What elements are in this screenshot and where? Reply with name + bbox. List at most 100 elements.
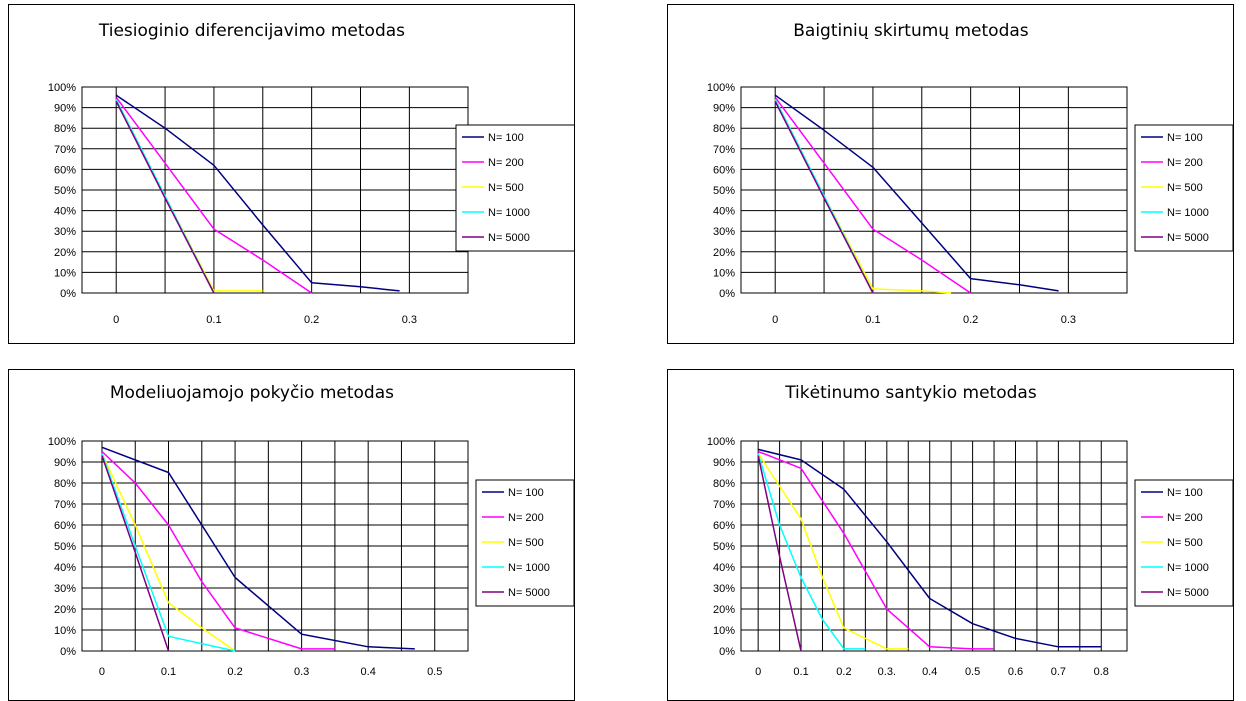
y-tick-label: 100% — [707, 436, 735, 448]
series-line-5 — [101, 455, 170, 652]
legend-label: N= 500 — [1167, 537, 1203, 549]
x-tick-label: 0.2 — [836, 666, 851, 678]
chart-title: Tiesioginio diferencijavimo metodas — [98, 21, 405, 41]
chart-svg: Tikėtinumo santykio metodas 100% 90% 80% 70%… — [707, 383, 1233, 678]
y-tick-label: 60% — [54, 520, 76, 532]
series-line-5 — [774, 101, 874, 294]
y-tick-label: 0% — [719, 646, 735, 658]
x-tick-label: 0.7 — [1051, 666, 1066, 678]
y-tick-label: 90% — [713, 103, 735, 115]
series-line-1 — [774, 94, 1059, 292]
legend-box — [475, 479, 574, 607]
series-line-1 — [101, 446, 415, 650]
y-tick-label: 60% — [54, 164, 76, 176]
series-line-2 — [101, 450, 335, 650]
legend-label: N= 100 — [488, 132, 524, 144]
legend-label: N= 500 — [1167, 182, 1203, 194]
series-line-1 — [115, 94, 400, 292]
chart-title: Baigtinių skirtumų metodas — [793, 21, 1029, 41]
x-tick-label: 0.3. — [878, 666, 896, 678]
y-tick-label: 90% — [54, 103, 76, 115]
chart-panel-2: Baigtinių skirtumų metodas 100% 90% 80% 70% 6… — [667, 4, 1234, 344]
x-tick-label: 0.8 — [1094, 666, 1109, 678]
y-tick-label: 30% — [713, 583, 735, 595]
y-tick-label: 60% — [713, 164, 735, 176]
legend-label: N= 100 — [1167, 487, 1203, 499]
y-tick-label: 90% — [713, 457, 735, 469]
series-line-2 — [757, 450, 994, 650]
x-tick-label: 0.5 — [427, 666, 442, 678]
legend-box — [455, 124, 574, 252]
chart-title: Modeliuojamojo pokyčio metodas — [110, 383, 394, 403]
series-line-2 — [774, 96, 972, 294]
legend-box — [1134, 479, 1233, 607]
x-tick-label: 0 — [772, 314, 778, 326]
y-tick-label: 10% — [54, 625, 76, 637]
y-tick-label: 70% — [54, 144, 76, 156]
y-tick-label: 50% — [713, 185, 735, 197]
y-tick-label: 40% — [713, 206, 735, 218]
y-tick-label: 40% — [54, 562, 76, 574]
y-tick-label: 50% — [54, 185, 76, 197]
chart-panel-3: Modeliuojamojo pokyčio metodas 100% 90% 80%… — [8, 369, 575, 701]
y-tick-label: 70% — [713, 499, 735, 511]
legend-label: N= 100 — [1167, 132, 1203, 144]
y-tick-label: 30% — [54, 226, 76, 238]
legend-label: N= 1000 — [508, 562, 550, 574]
plot-area — [740, 86, 1128, 294]
y-tick-label: 50% — [713, 541, 735, 553]
y-tick-label: 20% — [713, 247, 735, 259]
y-tick-label: 100% — [707, 82, 735, 94]
x-tick-label: 0.2 — [963, 314, 978, 326]
legend-label: N= 200 — [1167, 512, 1203, 524]
chart-panel-4: Tikėtinumo santykio metodas 100% 90% 80% 70%… — [667, 369, 1234, 701]
y-tick-label: 30% — [713, 226, 735, 238]
y-tick-label: 80% — [713, 123, 735, 135]
y-tick-label: 70% — [713, 144, 735, 156]
y-tick-label: 10% — [54, 267, 76, 279]
x-tick-label: 0.1 — [793, 666, 808, 678]
chart-title: Tikėtinumo santykio metodas — [784, 383, 1037, 403]
series-line-4 — [101, 453, 236, 652]
x-tick-label: 0.1 — [206, 314, 221, 326]
y-tick-label: 80% — [713, 478, 735, 490]
series-line-5 — [115, 101, 215, 294]
legend-box — [1134, 124, 1233, 252]
x-tick-label: 0 — [113, 314, 119, 326]
x-tick-label: 0.4 — [361, 666, 376, 678]
y-tick-label: 10% — [713, 625, 735, 637]
chart-panel-1: Tiesioginio diferencijavimo metodas 100% 9… — [8, 4, 575, 344]
x-tick-label: 0.2 — [304, 314, 319, 326]
legend-label: N= 1000 — [1167, 207, 1209, 219]
y-tick-label: 60% — [713, 520, 735, 532]
y-tick-label: 50% — [54, 541, 76, 553]
y-tick-label: 100% — [48, 82, 76, 94]
x-tick-label: 0.1 — [161, 666, 176, 678]
chart-svg: Tiesioginio diferencijavimo metodas 100% 9… — [48, 21, 574, 326]
plot-area — [81, 440, 469, 652]
x-tick-label: 0.3 — [1061, 314, 1076, 326]
x-tick-label: 0.3 — [402, 314, 417, 326]
x-tick-label: 0 — [755, 666, 761, 678]
chart-svg: Modeliuojamojo pokyčio metodas 100% 90% 80%… — [48, 383, 574, 678]
series-line-3 — [757, 453, 909, 650]
y-tick-label: 0% — [60, 288, 76, 300]
y-tick-label: 70% — [54, 499, 76, 511]
series-line-2 — [115, 96, 313, 294]
y-tick-label: 80% — [54, 478, 76, 490]
series-line-4 — [757, 453, 866, 650]
legend-label: N= 200 — [488, 157, 524, 169]
legend-label: N= 200 — [1167, 157, 1203, 169]
legend-label: N= 5000 — [1167, 587, 1209, 599]
x-tick-label: 0.3 — [294, 666, 309, 678]
x-tick-label: 0.4 — [922, 666, 937, 678]
series-line-3 — [101, 453, 236, 652]
y-tick-label: 40% — [54, 206, 76, 218]
legend-label: N= 1000 — [1167, 562, 1209, 574]
series-line-5 — [757, 455, 802, 652]
legend-label: N= 500 — [488, 182, 524, 194]
y-tick-label: 0% — [60, 646, 76, 658]
legend-label: N= 5000 — [508, 587, 550, 599]
legend-label: N= 100 — [508, 487, 544, 499]
y-tick-label: 0% — [719, 288, 735, 300]
